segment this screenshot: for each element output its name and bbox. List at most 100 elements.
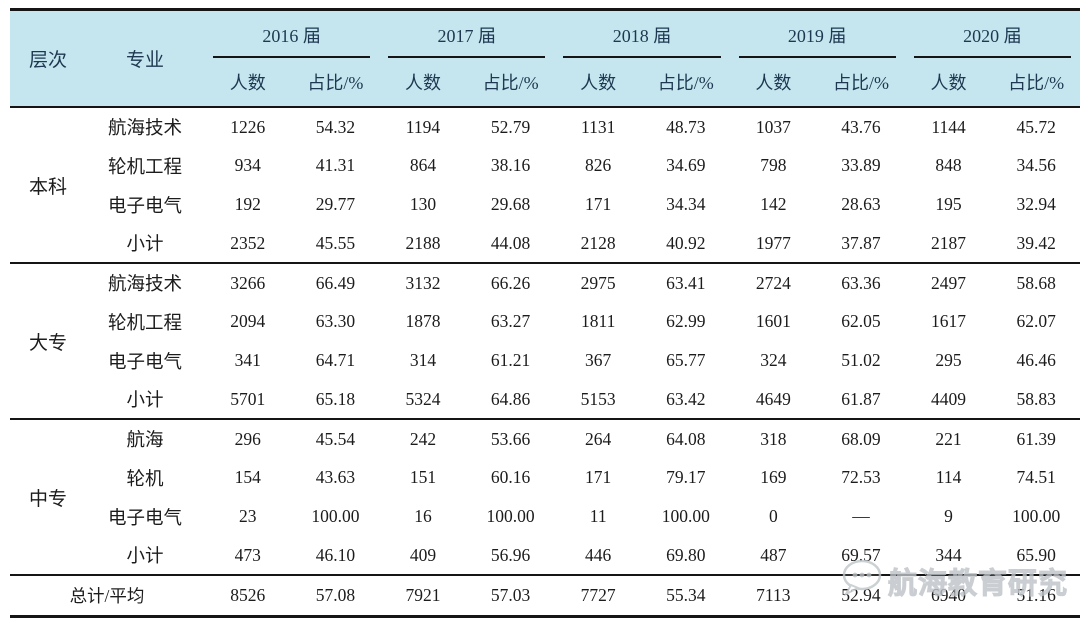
value-cell: 1977 — [729, 224, 818, 264]
major-cell: 电子电气 — [107, 196, 182, 217]
value-cell: 2188 — [379, 224, 467, 264]
value-cell: 72.53 — [841, 467, 881, 487]
value-cell: 29.77 — [315, 194, 356, 214]
value-cell: 8526 — [204, 574, 292, 616]
major-cell: 航海技术 — [107, 119, 182, 139]
value-cell: 6940 — [904, 574, 993, 616]
value-cell: 79.17 — [666, 467, 706, 487]
major-cell: 电子电气 — [107, 352, 182, 373]
value-cell: 52.94 — [817, 574, 905, 616]
value-cell: 154 — [234, 467, 261, 487]
sub-header-row: 人数 占比/% 人数 占比/% 人数 占比/% 人数 占比/% 人数 占比/% — [10, 58, 1080, 107]
value-cell: 5324 — [379, 380, 467, 420]
value-cell: 52.79 — [490, 116, 531, 137]
value-cell: 61.39 — [1016, 428, 1056, 449]
major-cell: 航海 — [126, 431, 164, 451]
value-cell: 826 — [585, 155, 612, 175]
value-cell: 69.80 — [641, 536, 730, 576]
value-cell: 63.41 — [666, 272, 706, 293]
table-row: 小计 2352 45.55 2188 44.08 2128 40.92 1977 37.87 21… — [10, 224, 1080, 264]
value-cell: 34.69 — [666, 155, 706, 175]
value-cell: 114 — [935, 467, 962, 487]
value-cell: 3132 — [405, 272, 441, 293]
value-cell: 56.96 — [466, 536, 555, 576]
value-cell: 473 — [204, 536, 292, 576]
major-cell: 小计 — [86, 224, 204, 264]
value-cell: 142 — [760, 194, 787, 214]
table-row: 电子电气 192 29.77 130 29.68 171 34.34 142 28.63 195 3… — [10, 185, 1080, 224]
value-cell: 11 — [589, 506, 607, 526]
value-cell: 7921 — [379, 574, 467, 616]
value-cell: 64.71 — [315, 350, 356, 370]
value-cell: 43.76 — [841, 116, 881, 137]
value-cell: 264 — [585, 428, 612, 449]
table-row: 电子电气 23 100.00 16 100.00 11 100.00 0 — 9 100.00 — [10, 497, 1080, 536]
table-row: 大专 航海技术 3266 66.49 3132 66.26 2975 63.41 2724 63.… — [10, 263, 1080, 420]
value-cell: 54.32 — [315, 116, 356, 137]
value-cell: 0 — [768, 506, 778, 526]
value-cell: 46.10 — [291, 536, 380, 576]
value-cell: 23 — [239, 506, 257, 526]
year-header-2020: 2020 届 — [905, 10, 1080, 58]
value-cell: 64.08 — [666, 428, 706, 449]
value-cell: 45.55 — [291, 224, 380, 264]
major-cell: 航海技术 — [107, 275, 182, 295]
value-cell: 1144 — [931, 116, 966, 137]
value-cell: 318 — [760, 428, 787, 449]
value-cell: 63.36 — [841, 272, 881, 293]
value-cell: 2352 — [204, 224, 292, 264]
value-cell: 1226 — [230, 116, 266, 137]
value-cell: 798 — [760, 155, 787, 175]
value-cell: 39.42 — [992, 224, 1080, 264]
value-cell: 28.63 — [841, 194, 881, 214]
value-cell: 48.73 — [666, 116, 706, 137]
count-header-2019: 人数 — [755, 73, 792, 93]
value-cell: 296 — [234, 428, 261, 449]
value-cell: 62.07 — [1016, 311, 1056, 331]
value-cell: 29.68 — [490, 194, 531, 214]
value-cell: 367 — [585, 350, 612, 370]
value-cell: 40.92 — [641, 224, 730, 264]
value-cell: 171 — [585, 194, 612, 214]
value-cell: 33.89 — [841, 155, 881, 175]
table-body: 本科 航海技术 1226 54.32 1194 52.79 1131 48.73 1037 43.… — [10, 107, 1080, 616]
value-cell: 69.57 — [817, 536, 905, 576]
value-cell: 100.00 — [311, 506, 360, 526]
value-cell: 57.08 — [291, 574, 380, 616]
value-cell: 45.72 — [1016, 116, 1056, 137]
value-cell: 68.09 — [841, 428, 881, 449]
table-row: 轮机 154 43.63 151 60.16 171 79.17 169 72.53 114 74.… — [10, 458, 1080, 497]
value-cell: — — [852, 506, 870, 526]
value-cell: 44.08 — [466, 224, 555, 264]
year-header-row: 层次 专业 2016 届 2017 届 2018 届 2019 届 2020 届 — [10, 10, 1080, 71]
value-cell: 16 — [414, 506, 432, 526]
value-cell: 151 — [409, 467, 437, 487]
table-row: 中专 航海 296 45.54 242 53.66 264 64.08 318 68.09 221 6… — [10, 419, 1080, 576]
major-cell: 轮机工程 — [107, 157, 182, 178]
value-cell: 4409 — [904, 380, 993, 420]
value-cell: 1037 — [755, 116, 791, 137]
value-cell: 100.00 — [661, 506, 710, 526]
value-cell: 63.42 — [641, 380, 730, 420]
value-cell: 487 — [729, 536, 818, 576]
value-cell: 1617 — [931, 311, 967, 331]
ratio-header-2020: 占比/% — [1008, 73, 1065, 93]
table-row: 轮机工程 2094 63.30 1878 63.27 1811 62.99 1601 62.05… — [10, 302, 1080, 341]
value-cell: 58.68 — [1016, 272, 1056, 293]
value-cell: 45.54 — [315, 428, 356, 449]
major-cell: 轮机工程 — [107, 313, 182, 334]
total-row: 总计/平均 8526 57.08 7921 57.03 7727 55.34 7113 52.9… — [10, 574, 1080, 616]
value-cell: 61.21 — [490, 350, 531, 370]
year-header-2019: 2019 届 — [730, 10, 905, 58]
value-cell: 74.51 — [1016, 467, 1056, 487]
value-cell: 2094 — [230, 311, 266, 331]
table-row: 小计 5701 65.18 5324 64.86 5153 63.42 4649 61.87 44… — [10, 380, 1080, 420]
table-row: 电子电气 341 64.71 314 61.21 367 65.77 324 51.02 295 4… — [10, 341, 1080, 380]
value-cell: 1131 — [580, 116, 616, 137]
major-cell: 轮机 — [126, 469, 164, 490]
value-cell: 934 — [234, 155, 261, 175]
value-cell: 37.87 — [817, 224, 905, 264]
value-cell: 63.30 — [315, 311, 356, 331]
level-cell: 大专 — [10, 263, 86, 420]
value-cell: 58.83 — [992, 380, 1080, 420]
